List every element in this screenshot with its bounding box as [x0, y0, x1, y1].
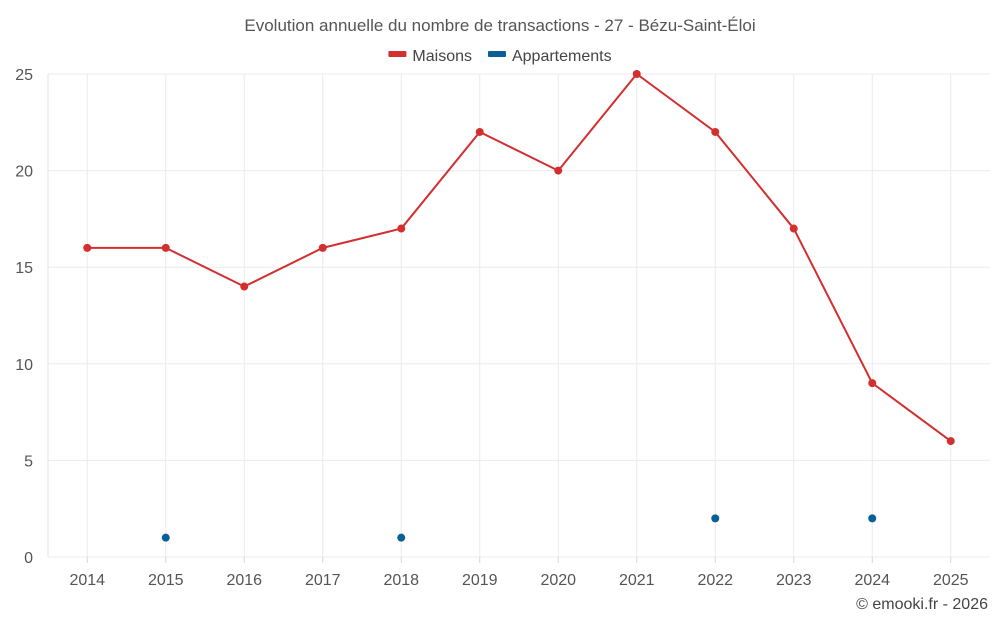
legend[interactable]: Maisons Appartements — [388, 48, 612, 65]
data-point-appartements-2022[interactable] — [711, 514, 720, 523]
x-tick-label: 2014 — [69, 572, 105, 589]
x-tick-label: 2024 — [854, 572, 890, 589]
data-point-maisons-2019[interactable] — [475, 127, 484, 136]
x-tick-label: 2021 — [619, 572, 655, 589]
data-point-appartements-2015[interactable] — [161, 533, 170, 542]
x-tick-label: 2020 — [540, 572, 576, 589]
y-tick-label: 25 — [15, 67, 33, 84]
series-maisons — [83, 70, 955, 446]
legend-item-maisons[interactable]: Maisons — [388, 48, 472, 65]
data-point-maisons-2023[interactable] — [789, 224, 798, 233]
series-line-maisons — [87, 73, 952, 442]
legend-item-appartements[interactable]: Appartements — [487, 48, 612, 65]
data-point-maisons-2020[interactable] — [554, 166, 563, 175]
x-tick-label: 2017 — [305, 572, 341, 589]
data-point-appartements-2024[interactable] — [868, 514, 877, 523]
y-tick-label: 10 — [15, 357, 33, 374]
grid — [48, 73, 990, 558]
data-point-maisons-2014[interactable] — [83, 243, 92, 252]
series — [83, 70, 955, 542]
data-point-maisons-2016[interactable] — [240, 282, 249, 291]
legend-swatch-maisons — [388, 51, 407, 57]
x-tick-label: 2022 — [697, 572, 733, 589]
data-point-maisons-2025[interactable] — [946, 437, 955, 446]
data-point-maisons-2017[interactable] — [318, 243, 327, 252]
legend-label-maisons: Maisons — [412, 48, 472, 65]
data-point-maisons-2021[interactable] — [632, 70, 641, 78]
data-point-maisons-2024[interactable] — [868, 379, 877, 388]
x-tick-label: 2019 — [462, 572, 498, 589]
y-tick-label: 0 — [24, 550, 33, 567]
x-tick-label: 2018 — [383, 572, 419, 589]
y-tick-label: 20 — [15, 164, 33, 181]
chart-title: Evolution annuelle du nombre de transact… — [244, 16, 755, 35]
x-tick-label: 2023 — [776, 572, 812, 589]
data-point-maisons-2018[interactable] — [397, 224, 406, 233]
data-point-maisons-2015[interactable] — [161, 243, 170, 252]
legend-label-appartements: Appartements — [512, 48, 612, 65]
data-point-maisons-2022[interactable] — [711, 127, 720, 136]
x-tick-label: 2015 — [148, 572, 184, 589]
series-appartements — [161, 514, 877, 542]
y-tick-label: 5 — [24, 453, 33, 470]
x-tick-label: 2016 — [226, 572, 262, 589]
legend-swatch-appartements — [487, 51, 506, 57]
y-tick-label: 15 — [15, 260, 33, 277]
credit-text: © emooki.fr - 2026 — [856, 596, 988, 613]
x-tick-label: 2025 — [933, 572, 969, 589]
data-point-appartements-2018[interactable] — [397, 533, 406, 542]
